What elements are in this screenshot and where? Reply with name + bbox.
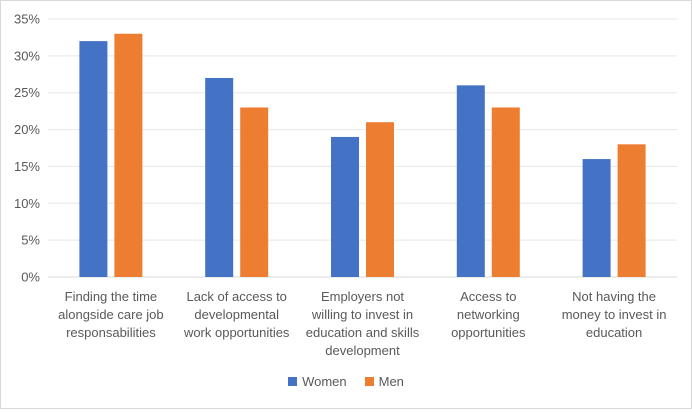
bar-men-4 — [491, 107, 520, 277]
x-axis-category-labels: Finding the time alongside care job respon… — [58, 289, 666, 358]
y-tick-label: 10% — [14, 196, 40, 211]
bar-men-3 — [366, 122, 394, 277]
bars — [79, 33, 646, 277]
bar-men-1 — [114, 33, 143, 277]
y-tick-label: 5% — [21, 233, 40, 248]
bar-men-2 — [240, 107, 269, 277]
bar-women-3 — [331, 136, 359, 277]
x-category-label: Not having the money to invest in educatio… — [562, 289, 667, 340]
y-tick-label: 30% — [14, 48, 40, 63]
bar-women-4 — [456, 85, 485, 277]
gridlines — [48, 18, 677, 278]
legend: Women Men — [0, 374, 692, 389]
legend-swatch-women — [288, 377, 298, 386]
y-tick-label: 20% — [14, 122, 40, 137]
bar-women-1 — [79, 41, 108, 277]
bar-men-5 — [617, 144, 646, 277]
x-category-label: Access to networking opportunities — [451, 289, 526, 340]
legend-item-women: Women — [288, 374, 347, 389]
x-category-label: Finding the time alongside care job respon… — [58, 289, 164, 340]
x-category-label: Lack of access to developmental work oppor… — [183, 289, 290, 340]
y-axis-tick-labels: 0% 5% 10% 15% 20% 25% 30% 35% — [14, 12, 40, 285]
bar-women-2 — [205, 77, 234, 277]
y-tick-label: 15% — [14, 159, 40, 174]
legend-label-men: Men — [378, 374, 404, 389]
legend-swatch-men — [364, 377, 374, 386]
x-category-label: Employers not willing to invest in educati… — [306, 289, 420, 358]
y-tick-label: 35% — [14, 12, 40, 27]
legend-label-women: Women — [302, 374, 347, 389]
legend-item-men: Men — [364, 374, 404, 389]
bar-women-5 — [582, 159, 611, 277]
y-tick-label: 25% — [14, 85, 40, 100]
y-tick-label: 0% — [21, 270, 40, 285]
